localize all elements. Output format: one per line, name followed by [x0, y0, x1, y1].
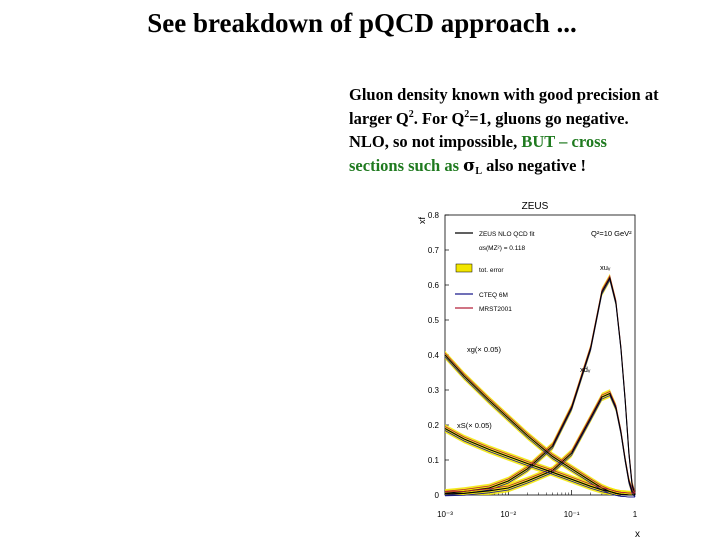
y-tick-label: 0.4 [428, 351, 440, 360]
plot-frame [444, 214, 636, 496]
y-tick-label: 0.7 [428, 246, 440, 255]
legend-label: MRST2001 [479, 306, 512, 313]
mrst-curve [444, 426, 635, 494]
curve-annotation: xuᵥ [600, 263, 611, 272]
curve-annotation: xg(× 0.05) [467, 345, 501, 354]
x-tick-label: 10⁻¹ [564, 510, 580, 519]
y-tick-label: 0 [435, 491, 440, 500]
slide-body-text: Gluon density known with good precision … [349, 83, 709, 177]
text-line-4: sections such as σL also negative ! [349, 155, 587, 177]
text-line-1: Gluon density known with good precision … [349, 85, 659, 104]
legend-label: αs(MZ²) = 0.118 [479, 245, 525, 252]
zeus-fit-curve [444, 428, 635, 496]
curve-annotation: xS(× 0.05) [457, 421, 492, 430]
x-axis-label: x [635, 529, 640, 540]
text-line-2: larger Q2. For Q2=1, gluons go negative. [349, 108, 629, 128]
x-tick-label: 1 [633, 510, 638, 519]
legend-label: CTEQ 6M [479, 292, 508, 299]
y-tick-label: 0.2 [428, 421, 440, 430]
y-tick-label: 0.1 [428, 456, 440, 465]
chart-title: ZEUS [522, 201, 549, 212]
pdf-chart: ZEUS xf x 0 0.1 0.2 0.3 0.4 0.5 0.6 0.7 0.8 10⁻³ 1… [395, 190, 650, 545]
scale-label: Q²=10 GeV² [591, 229, 632, 238]
y-tick-label: 0.8 [428, 211, 440, 220]
curve-annotation: xdᵥ [580, 365, 591, 374]
text-line-3: NLO, so not impossible, BUT – cross [349, 132, 607, 151]
x-tick-label: 10⁻³ [437, 510, 453, 519]
slide-title: See breakdown of pQCD approach ... [147, 8, 577, 38]
y-tick-label: 0.6 [428, 281, 440, 290]
y-axis-label: xf [417, 217, 427, 225]
zeus-fit-curve [444, 392, 636, 496]
legend-label: tot. error [479, 267, 504, 274]
y-tick-label: 0.3 [428, 386, 440, 395]
legend-band [455, 263, 473, 273]
zeus-fit-curve [444, 276, 636, 496]
legend-label: ZEUS NLO QCD fit [479, 231, 535, 238]
x-tick-label: 10⁻² [500, 510, 516, 519]
pdf-chart-svg: ZEUS xf x 0 0.1 0.2 0.3 0.4 0.5 0.6 0.7 0.8 10⁻³ 1… [417, 201, 640, 540]
y-tick-label: 0.5 [428, 316, 440, 325]
cteq-curve [444, 430, 635, 498]
